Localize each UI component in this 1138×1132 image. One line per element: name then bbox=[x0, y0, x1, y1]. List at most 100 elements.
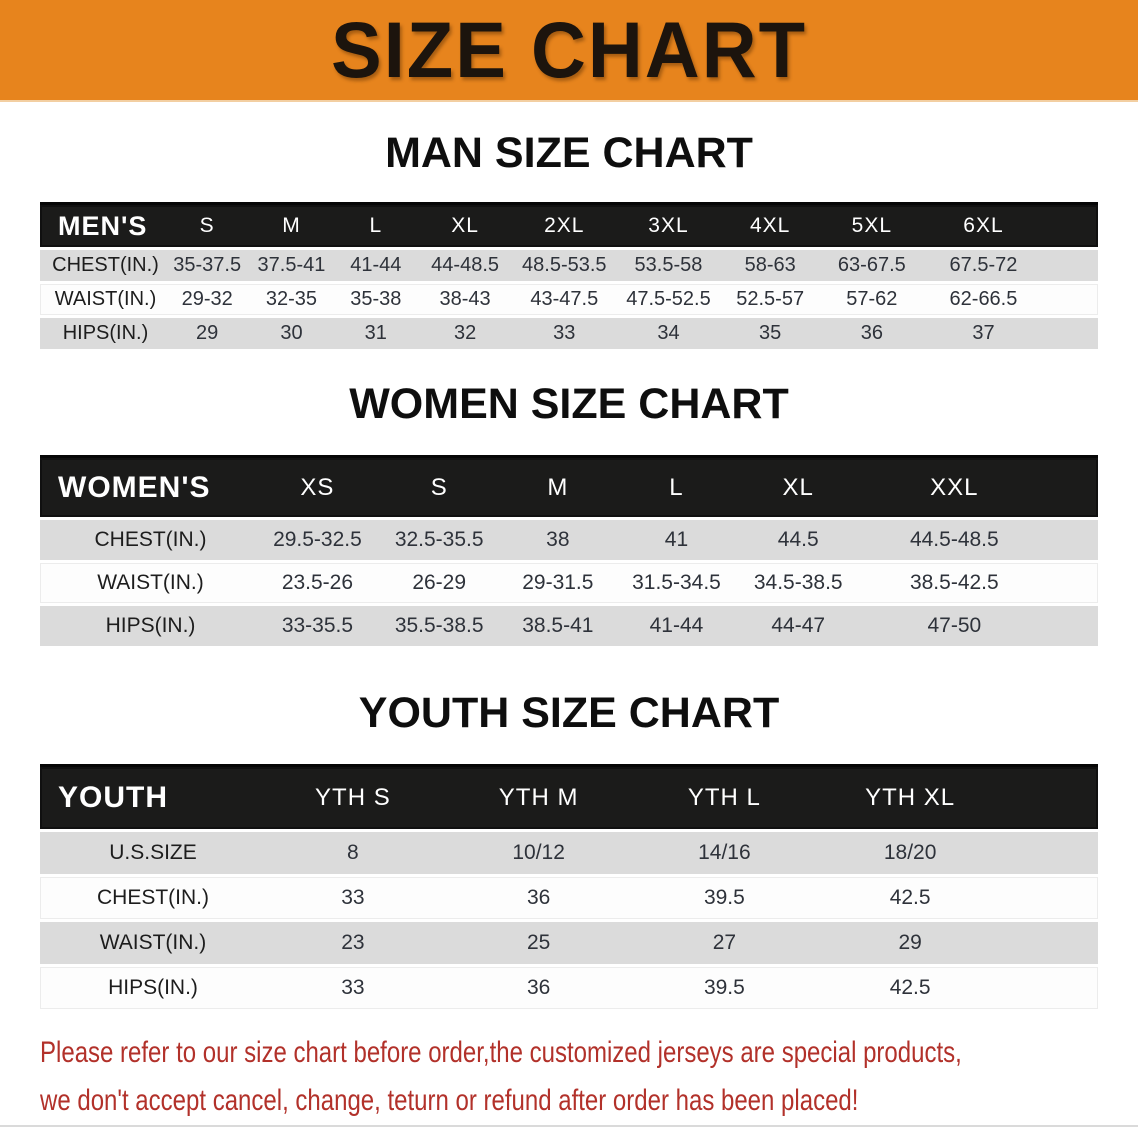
size-cell: 41-44 bbox=[350, 254, 402, 276]
size-cell: 44.5-48.5 bbox=[909, 528, 999, 551]
size-cell: 29-31.5 bbox=[522, 571, 594, 594]
size-cell: 35.5-38.5 bbox=[394, 614, 484, 637]
size-cell: 35-37.5 bbox=[173, 254, 242, 276]
column-header: 2XL bbox=[544, 214, 585, 237]
row-label: HIPS(IN.) bbox=[62, 322, 149, 344]
size-cell: 33 bbox=[341, 886, 365, 909]
column-header: XXL bbox=[930, 473, 979, 501]
size-cell: 31 bbox=[364, 322, 387, 344]
size-cell: 35-38 bbox=[350, 288, 402, 310]
size-cell: 37 bbox=[972, 322, 995, 344]
size-chart-sections: MAN SIZE CHART MEN'S S M L XL 2XL 3XL 4XL 5XL 6XL C… bbox=[0, 128, 1138, 1009]
column-header: 4XL bbox=[749, 214, 791, 237]
table-row: WAIST(IN.) 29-32 32-35 35-38 38-43 43-47.5 47.… bbox=[40, 284, 1098, 315]
size-cell: 42.5 bbox=[889, 886, 931, 909]
row-label: WAIST(IN.) bbox=[99, 931, 207, 954]
disclaimer-line-2: we don't accept cancel, change, teturn o… bbox=[40, 1084, 859, 1117]
size-cell: 42.5 bbox=[889, 976, 931, 999]
size-cell: 41-44 bbox=[649, 614, 704, 637]
table-row: U.S.SIZE 8 10/12 14/16 18/20 bbox=[40, 832, 1098, 874]
column-header: L bbox=[669, 473, 684, 501]
column-header: S bbox=[430, 473, 448, 501]
size-section-women: WOMEN SIZE CHART WOMEN'S XS S M L XL XXL CHEST(I… bbox=[0, 379, 1138, 646]
size-cell: 23.5-26 bbox=[281, 571, 354, 594]
table-header-youth: YOUTH YTH S YTH M YTH L YTH XL bbox=[40, 764, 1098, 829]
column-header: YTH M bbox=[498, 784, 579, 811]
table-row: CHEST(IN.) 33 36 39.5 42.5 bbox=[40, 877, 1098, 919]
table-corner-label: WOMEN'S bbox=[58, 470, 211, 504]
table-row: HIPS(IN.) 33-35.5 35.5-38.5 38.5-41 41-44 44-… bbox=[40, 606, 1098, 646]
size-cell: 44.5 bbox=[777, 528, 819, 551]
size-cell: 32.5-35.5 bbox=[394, 528, 484, 551]
size-cell: 32-35 bbox=[265, 288, 318, 310]
row-label: U.S.SIZE bbox=[109, 841, 197, 864]
table-row: WAIST(IN.) 23 25 27 29 bbox=[40, 922, 1098, 964]
size-cell: 29 bbox=[898, 931, 922, 954]
size-table-women: WOMEN'S XS S M L XL XXL CHEST(IN.) 29.5-32.5 32.5… bbox=[40, 455, 1098, 646]
row-label: CHEST(IN.) bbox=[52, 254, 159, 276]
size-cell: 67.5-72 bbox=[949, 254, 1018, 276]
size-cell: 44-48.5 bbox=[431, 254, 500, 276]
column-header: YTH XL bbox=[865, 784, 956, 811]
bottom-divider bbox=[0, 1125, 1138, 1127]
column-header: XL bbox=[782, 473, 814, 501]
table-corner-label: MEN'S bbox=[58, 210, 148, 241]
row-label: HIPS(IN.) bbox=[108, 976, 198, 999]
banner-title: SIZE CHART bbox=[331, 5, 807, 95]
size-cell: 36 bbox=[526, 976, 551, 999]
size-cell: 14/16 bbox=[698, 841, 751, 864]
size-cell: 27 bbox=[712, 931, 737, 954]
size-cell: 52.5-57 bbox=[736, 288, 805, 310]
size-cell: 63-67.5 bbox=[837, 254, 906, 276]
size-cell: 29 bbox=[196, 322, 219, 344]
size-cell: 10/12 bbox=[512, 841, 565, 864]
table-row: HIPS(IN.) 29 30 31 32 33 34 35 36 37 bbox=[40, 318, 1098, 349]
size-cell: 25 bbox=[526, 931, 551, 954]
row-label: CHEST(IN.) bbox=[97, 886, 209, 909]
size-cell: 53.5-58 bbox=[634, 254, 703, 276]
table-row: CHEST(IN.) 35-37.5 37.5-41 41-44 44-48.5 48.5… bbox=[40, 250, 1098, 281]
size-cell: 47-50 bbox=[927, 614, 982, 637]
size-cell: 38 bbox=[546, 528, 570, 551]
size-cell: 44-47 bbox=[771, 614, 826, 637]
size-cell: 26-29 bbox=[412, 571, 467, 594]
size-cell: 39.5 bbox=[703, 886, 745, 909]
size-cell: 38-43 bbox=[439, 288, 491, 310]
size-cell: 58-63 bbox=[744, 254, 796, 276]
size-cell: 39.5 bbox=[703, 976, 745, 999]
column-header: L bbox=[369, 214, 383, 237]
size-cell: 30 bbox=[280, 322, 303, 344]
size-cell: 31.5-34.5 bbox=[632, 571, 721, 594]
row-label: WAIST(IN.) bbox=[54, 288, 157, 310]
column-header: XL bbox=[451, 214, 479, 237]
section-heading-youth: YOUTH SIZE CHART bbox=[358, 689, 780, 737]
size-cell: 29.5-32.5 bbox=[273, 528, 362, 551]
column-header: 5XL bbox=[851, 214, 893, 237]
column-header: YTH S bbox=[315, 784, 391, 811]
column-header: M bbox=[547, 473, 569, 501]
size-cell: 37.5-41 bbox=[257, 254, 326, 276]
row-label: CHEST(IN.) bbox=[94, 528, 207, 551]
section-heading-women: WOMEN SIZE CHART bbox=[349, 380, 789, 428]
section-heading-men: MAN SIZE CHART bbox=[385, 129, 753, 177]
size-section-youth: YOUTH SIZE CHART YOUTH YTH S YTH M YTH L YTH … bbox=[0, 688, 1138, 1009]
size-section-men: MAN SIZE CHART MEN'S S M L XL 2XL 3XL 4XL 5XL 6XL C… bbox=[0, 128, 1138, 349]
size-cell: 35 bbox=[759, 322, 782, 344]
size-cell: 33 bbox=[341, 976, 365, 999]
disclaimer: Please refer to our size chart before or… bbox=[40, 1029, 1138, 1125]
table-header-men: MEN'S S M L XL 2XL 3XL 4XL 5XL 6XL bbox=[40, 202, 1098, 247]
size-cell: 36 bbox=[526, 886, 551, 909]
size-cell: 33-35.5 bbox=[281, 614, 354, 637]
size-cell: 57-62 bbox=[846, 288, 898, 310]
table-row: WAIST(IN.) 23.5-26 26-29 29-31.5 31.5-34.5 34… bbox=[40, 563, 1098, 603]
size-cell: 41 bbox=[664, 528, 689, 551]
row-label: WAIST(IN.) bbox=[97, 571, 204, 594]
column-header: 3XL bbox=[648, 214, 689, 237]
size-cell: 38.5-42.5 bbox=[909, 571, 999, 594]
column-header: YTH L bbox=[687, 784, 761, 811]
table-corner-label: YOUTH bbox=[58, 781, 168, 814]
table-row: HIPS(IN.) 33 36 39.5 42.5 bbox=[40, 967, 1098, 1009]
column-header: S bbox=[199, 214, 215, 237]
size-cell: 32 bbox=[453, 322, 477, 344]
size-cell: 23 bbox=[341, 931, 365, 954]
